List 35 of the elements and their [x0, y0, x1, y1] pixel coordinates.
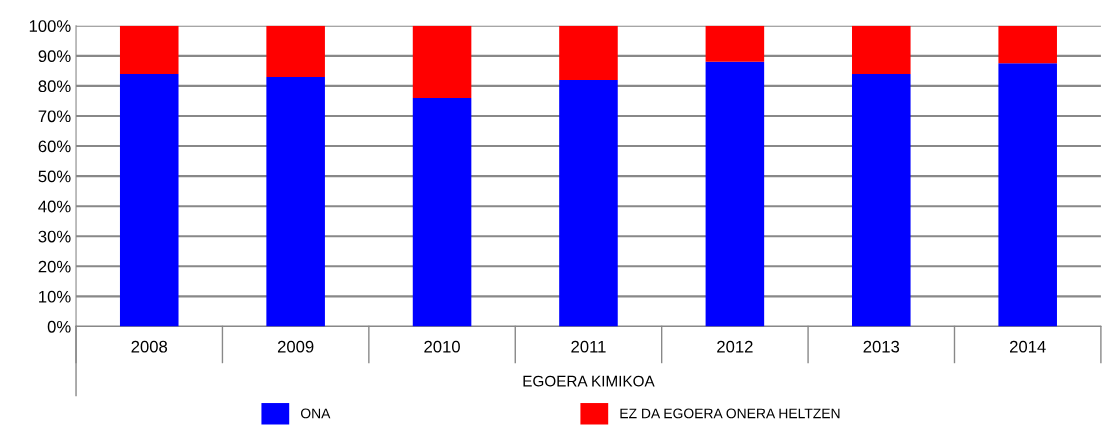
- bar: [852, 25, 911, 74]
- bar: [559, 79, 618, 327]
- bar: [705, 61, 765, 327]
- legend-label: ONA: [300, 408, 331, 419]
- x-tick-label: 2008: [131, 340, 168, 353]
- bar: [119, 73, 179, 327]
- y-tick-label: 10%: [39, 290, 71, 303]
- x-tick-label: 2013: [863, 340, 900, 353]
- y-tick-label: 50%: [38, 170, 71, 183]
- y-tick-label: 20%: [38, 260, 71, 273]
- x-tick-label: 2011: [571, 340, 606, 353]
- y-tick-label: 70%: [38, 110, 71, 123]
- y-tick-label: 0%: [47, 320, 71, 333]
- y-tick-label: 30%: [38, 230, 71, 243]
- bar: [412, 25, 472, 98]
- bar: [852, 73, 911, 327]
- y-tick-label: 100%: [29, 20, 71, 32]
- y-tick-label: 60%: [38, 140, 71, 153]
- x-tick-label: 2014: [1010, 340, 1046, 353]
- bar: [119, 25, 179, 74]
- legend-label: EZ DA EGOERA ONERA HELTZEN: [620, 408, 840, 419]
- x-tick-label: 2009: [277, 340, 314, 353]
- y-tick-label: 90%: [38, 50, 71, 63]
- y-tick-label: 40%: [38, 200, 71, 213]
- bar: [998, 25, 1057, 64]
- bar: [412, 97, 472, 327]
- x-tick-label: 2012: [717, 340, 753, 353]
- bar: [266, 25, 325, 77]
- bar: [705, 25, 765, 62]
- x-axis-title: EGOERA KIMIKOA: [523, 375, 655, 387]
- bar: [559, 25, 618, 80]
- bar: [266, 76, 325, 327]
- y-tick-label: 80%: [38, 80, 71, 93]
- x-tick-label: 2010: [424, 340, 460, 353]
- bar: [998, 63, 1057, 327]
